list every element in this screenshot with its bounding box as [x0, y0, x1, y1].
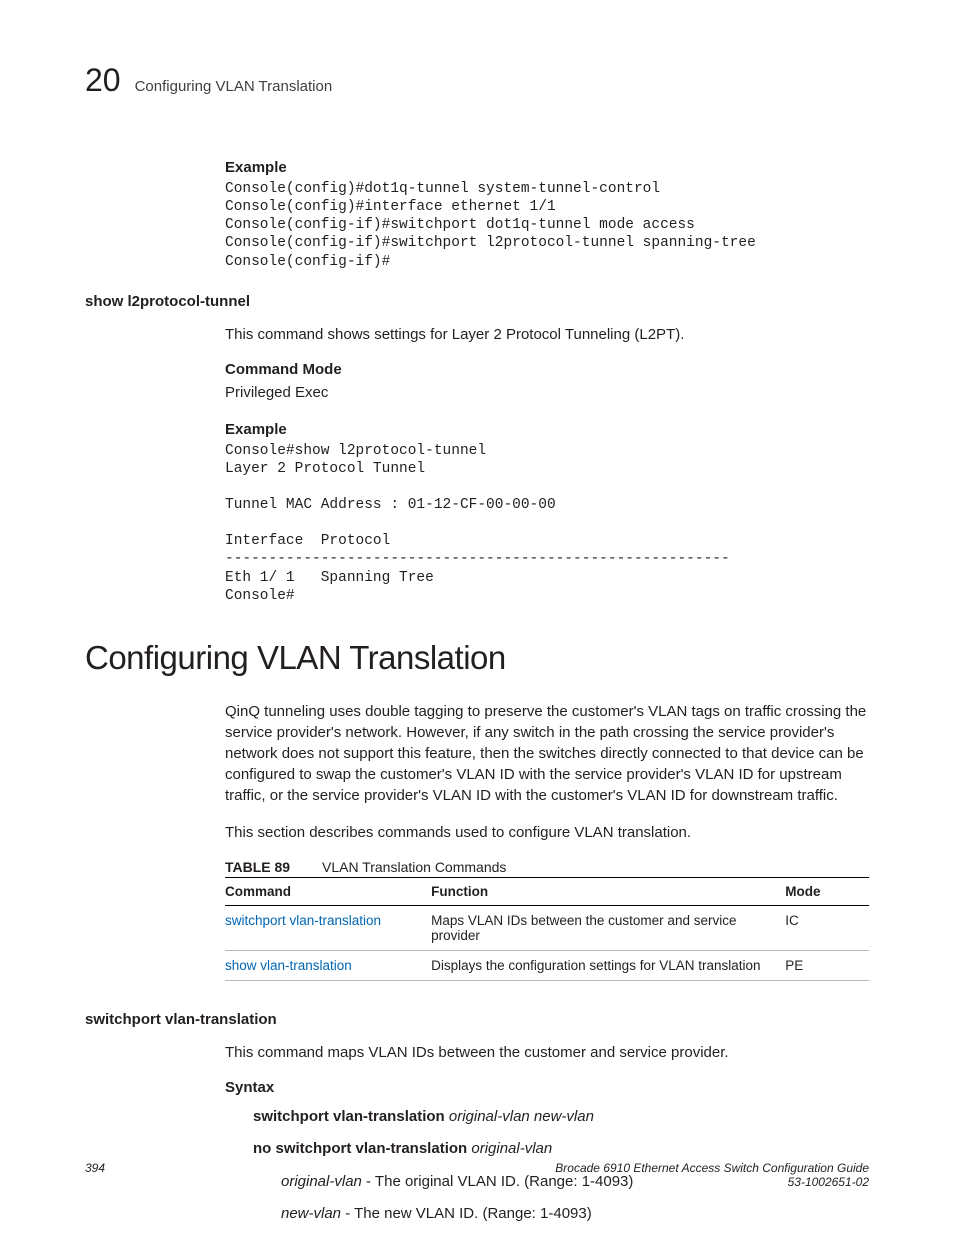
syntax-bold: no switchport vlan-translation: [253, 1140, 467, 1157]
syntax-italic: original-vlan new-vlan: [449, 1108, 594, 1125]
command-body-switchport-vt: This command maps VLAN IDs between the c…: [225, 1042, 869, 1226]
command-heading-show-l2pt: show l2protocol-tunnel: [85, 293, 869, 310]
table-label: TABLE 89: [225, 859, 290, 875]
command-mode: PE: [785, 950, 869, 980]
intro-paragraph-1: QinQ tunneling uses double tagging to pr…: [225, 701, 869, 806]
syntax-bold: switchport vlan-translation: [253, 1108, 445, 1125]
doc-title: Brocade 6910 Ethernet Access Switch Conf…: [555, 1161, 869, 1175]
page-footer: 394 Brocade 6910 Ethernet Access Switch …: [85, 1161, 869, 1189]
table-header-row: Command Function Mode: [225, 877, 869, 905]
col-mode: Mode: [785, 877, 869, 905]
param-line-2: new-vlan - The new VLAN ID. (Range: 1-40…: [281, 1203, 869, 1226]
command-link[interactable]: show vlan-translation: [225, 950, 431, 980]
table-row: switchport vlan-translation Maps VLAN ID…: [225, 905, 869, 950]
chapter-number: 20: [85, 62, 121, 99]
command-function: Displays the configuration settings for …: [431, 950, 785, 980]
page-header: 20 Configuring VLAN Translation: [85, 62, 869, 99]
command-mode-label: Command Mode: [225, 361, 869, 378]
example-label-2: Example: [225, 421, 869, 438]
command-body-show-l2pt: This command shows settings for Layer 2 …: [225, 324, 869, 605]
syntax-line-1: switchport vlan-translation original-vla…: [253, 1106, 869, 1129]
table-title: VLAN Translation Commands: [322, 859, 506, 875]
syntax-line-2: no switchport vlan-translation original-…: [253, 1138, 869, 1161]
footer-right: Brocade 6910 Ethernet Access Switch Conf…: [555, 1161, 869, 1189]
syntax-label: Syntax: [225, 1079, 869, 1096]
command-mode-value: Privileged Exec: [225, 382, 869, 403]
intro-paragraph-2: This section describes commands used to …: [225, 822, 869, 843]
page: 20 Configuring VLAN Translation Example …: [0, 0, 954, 1235]
param-desc: - The new VLAN ID. (Range: 1-4093): [341, 1205, 592, 1222]
command-link[interactable]: switchport vlan-translation: [225, 905, 431, 950]
param-name: new-vlan: [281, 1205, 341, 1222]
main-body: QinQ tunneling uses double tagging to pr…: [225, 701, 869, 981]
command-description: This command shows settings for Layer 2 …: [225, 324, 869, 345]
command-function: Maps VLAN IDs between the customer and s…: [431, 905, 785, 950]
table-row: show vlan-translation Displays the confi…: [225, 950, 869, 980]
doc-number: 53-1002651-02: [555, 1175, 869, 1189]
command-description-2: This command maps VLAN IDs between the c…: [225, 1042, 869, 1063]
example-section-top: Example Console(config)#dot1q-tunnel sys…: [225, 159, 869, 271]
vlan-translation-commands-table: Command Function Mode switchport vlan-tr…: [225, 877, 869, 981]
command-heading-switchport-vt: switchport vlan-translation: [85, 1011, 869, 1028]
syntax-italic: original-vlan: [471, 1140, 552, 1157]
example-code-2: Console#show l2protocol-tunnel Layer 2 P…: [225, 442, 869, 605]
table-caption: TABLE 89 VLAN Translation Commands: [225, 859, 869, 875]
example-code: Console(config)#dot1q-tunnel system-tunn…: [225, 180, 869, 271]
page-number: 394: [85, 1161, 105, 1189]
main-heading: Configuring VLAN Translation: [85, 639, 869, 677]
col-function: Function: [431, 877, 785, 905]
example-label: Example: [225, 159, 869, 176]
col-command: Command: [225, 877, 431, 905]
chapter-title: Configuring VLAN Translation: [135, 78, 333, 95]
command-mode: IC: [785, 905, 869, 950]
